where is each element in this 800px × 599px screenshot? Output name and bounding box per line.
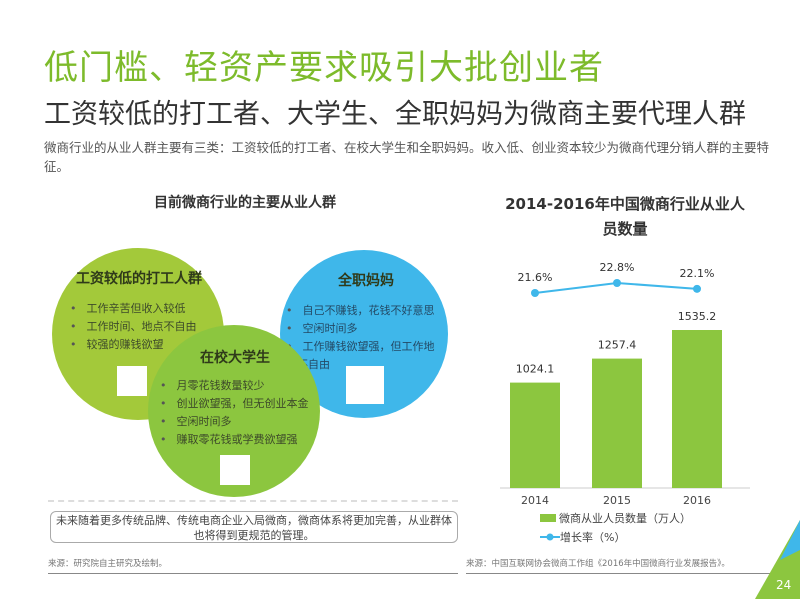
page-subtitle: 工资较低的打工者、大学生、全职妈妈为微商主要代理人群 xyxy=(44,99,746,130)
growth-label: 21.6% xyxy=(518,271,553,284)
growth-label: 22.1% xyxy=(680,267,715,280)
list-item: 月零花钱数量较少 xyxy=(160,377,309,395)
source-left: 来源：研究院自主研究及绘制。 xyxy=(48,559,168,569)
left-heading: 目前微商行业的主要从业人群 xyxy=(154,195,336,211)
list-item: 自己不赚钱，花钱不好意思 xyxy=(286,302,444,320)
legend-label: 增长率（%） xyxy=(560,531,626,544)
chart: 1024.1 2014 1257.4 2015 1535.2 2016 21.6% 22.8%… xyxy=(500,261,750,507)
growth-point-2014 xyxy=(531,289,539,297)
x-tick-label: 2014 xyxy=(521,494,549,507)
group-title: 工资较低的打工人群 xyxy=(76,271,202,287)
intro-text: 微商行业的从业人群主要有三类：工资较低的打工者、在校大学生和全职妈妈。收入低、创… xyxy=(44,140,770,174)
list-item: 空闲时间多 xyxy=(160,413,309,431)
bar-2014 xyxy=(510,382,560,488)
x-tick-label: 2015 xyxy=(603,494,631,507)
source-right: 来源：中国互联网协会微商工作组《2016年中国微商行业发展报告》。 xyxy=(466,559,730,569)
note-box: 未来随着更多传统品牌、传统电商企业入局微商，微商体系将更加完善，从业群体也将得到… xyxy=(50,511,458,543)
corner-decoration xyxy=(755,520,800,599)
image-placeholder xyxy=(117,366,147,396)
divider xyxy=(466,573,771,574)
list-item: 赚取零花钱或学费欲望强 xyxy=(160,431,309,449)
bar-2016 xyxy=(672,330,722,488)
list-item: 创业欲望强，但无创业本金 xyxy=(160,395,309,413)
legend-item-bars: 微商从业人员数量（万人） xyxy=(540,510,691,526)
group-title: 全职妈妈 xyxy=(338,273,394,289)
bar-2015 xyxy=(592,358,642,488)
list-item: 工作辛苦但收入较低 xyxy=(70,300,197,318)
divider xyxy=(48,573,458,574)
bar-label: 1257.4 xyxy=(598,339,637,352)
bar-label: 1535.2 xyxy=(678,310,717,323)
list-item: 工作时间、地点不自由 xyxy=(70,318,197,336)
circle-students: 在校大学生 月零花钱数量较少 创业欲望强，但无创业本金 空闲时间多 赚取零花钱或… xyxy=(148,325,320,497)
legend-swatch-bar xyxy=(540,514,556,522)
list-item: 空闲时间多 xyxy=(286,320,444,338)
legend-item-line: 增长率（%） xyxy=(540,526,691,548)
group-title: 在校大学生 xyxy=(200,350,270,366)
divider xyxy=(48,500,458,502)
growth-label: 22.8% xyxy=(600,261,635,274)
growth-point-2016 xyxy=(693,284,701,293)
legend: 微商从业人员数量（万人） 增长率（%） xyxy=(540,510,691,548)
growth-point-2015 xyxy=(613,279,621,287)
group-list: 工作辛苦但收入较低 工作时间、地点不自由 较强的赚钱欲望 xyxy=(70,300,197,354)
legend-label: 微商从业人员数量（万人） xyxy=(559,512,691,525)
page-title: 低门槛、轻资产要求吸引大批创业者 xyxy=(44,48,604,88)
page-number: 24 xyxy=(776,578,792,592)
group-list: 自己不赚钱，花钱不好意思 空闲时间多 工作赚钱欲望强，但工作地点不自由 xyxy=(286,302,444,374)
list-item: 较强的赚钱欲望 xyxy=(70,336,197,354)
image-placeholder xyxy=(346,366,384,404)
chart-title: 2014-2016年中国微商行业从业人员数量 xyxy=(505,195,745,238)
legend-swatch-line xyxy=(540,533,560,541)
image-placeholder xyxy=(220,455,250,485)
x-tick-label: 2016 xyxy=(683,494,711,507)
bar-label: 1024.1 xyxy=(516,363,555,376)
group-list: 月零花钱数量较少 创业欲望强，但无创业本金 空闲时间多 赚取零花钱或学费欲望强 xyxy=(160,377,309,449)
